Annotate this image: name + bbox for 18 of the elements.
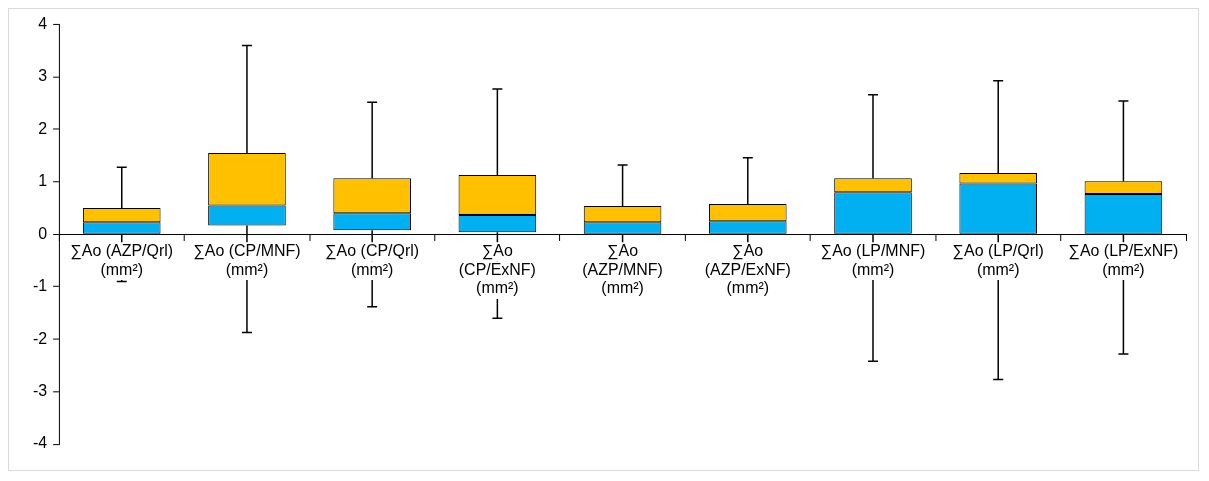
x-tick-label: ∑Ao (LP/MNF) (mm²) <box>820 241 926 278</box>
y-tick-label: -2 <box>32 329 48 347</box>
y-tick-label: -4 <box>32 434 48 452</box>
y-tick-label: 1 <box>38 172 48 190</box>
y-tick-label: 2 <box>38 119 48 137</box>
x-tick-label: ∑Ao (CP/MNF) (mm²) <box>193 241 301 278</box>
y-tick-label: 0 <box>38 224 48 242</box>
x-tick-label: ∑Ao (LP/ExNF) (mm²) <box>1068 241 1179 278</box>
y-tick-label: -3 <box>32 382 48 400</box>
y-tick-label: 4 <box>38 14 48 32</box>
x-tick-label: ∑Ao (LP/Qrl) (mm²) <box>952 241 1044 278</box>
y-tick-label: 3 <box>38 67 48 85</box>
x-tick-label: ∑Ao (CP/ExNF) (mm²) <box>458 241 536 297</box>
x-tick-label: ∑Ao (AZP/MNF) (mm²) <box>582 241 663 297</box>
x-tick-label: ∑Ao (AZP/Qrl) (mm²) <box>70 241 174 278</box>
x-tick-label: ∑Ao (AZP/ExNF) (mm²) <box>704 241 791 297</box>
y-tick-label: -1 <box>32 277 48 295</box>
x-tick-label: ∑Ao (CP/Qrl) (mm²) <box>325 241 420 278</box>
